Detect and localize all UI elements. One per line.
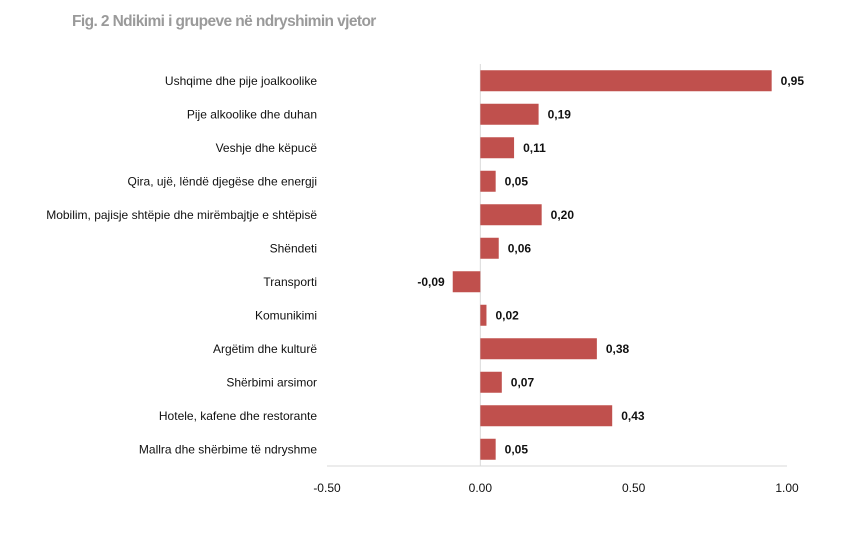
value-labels: 0,95 0,19 0,11 0,05 0,20 0,06 -0,09 0,02 0,38 0,0… — [417, 74, 804, 457]
category-labels: Ushqime dhe pije joalkoolike Pije alkooli… — [46, 74, 317, 457]
data-label: 0,38 — [606, 342, 630, 356]
data-label: 0,06 — [508, 241, 532, 255]
data-label: 0,05 — [505, 174, 529, 188]
x-tick-label: -0.50 — [313, 481, 341, 495]
axes — [327, 64, 787, 467]
category-label: Shërbimi arsimor — [226, 375, 317, 389]
data-label: 0,07 — [511, 375, 535, 389]
bar — [480, 304, 487, 326]
x-tick-labels: -0.50 0.00 0.50 1.00 — [313, 481, 799, 495]
bar — [480, 204, 542, 226]
bar — [480, 70, 772, 92]
data-label: -0,09 — [417, 275, 445, 289]
data-label: 0,05 — [505, 442, 529, 456]
data-label: 0,43 — [621, 409, 645, 423]
category-label: Transporti — [263, 275, 317, 289]
data-label: 0,11 — [523, 141, 546, 155]
category-label: Veshje dhe këpucë — [216, 141, 318, 155]
bar — [480, 371, 502, 393]
bar — [480, 438, 496, 460]
x-tick-label: 0.50 — [622, 481, 646, 495]
category-label: Pije alkoolike dhe duhan — [187, 107, 317, 121]
category-label: Ushqime dhe pije joalkoolike — [165, 74, 317, 88]
category-label: Argëtim dhe kulturë — [213, 342, 317, 356]
bar — [452, 271, 481, 293]
x-tick-label: 0.00 — [469, 481, 493, 495]
data-label: 0,20 — [551, 208, 575, 222]
bar — [480, 137, 515, 159]
chart-title: Fig. 2 Ndikimi i grupeve në ndryshimin v… — [72, 13, 376, 30]
category-label: Mobilim, pajisje shtëpie dhe mirëmbajtje… — [46, 208, 317, 222]
bar — [480, 338, 597, 360]
bar — [480, 103, 539, 125]
data-label: 0,19 — [548, 107, 572, 121]
category-label: Qira, ujë, lëndë djegëse dhe energji — [128, 174, 317, 188]
bars — [452, 70, 772, 460]
data-label: 0,02 — [495, 308, 519, 322]
category-label: Shëndeti — [270, 241, 317, 255]
bar — [480, 170, 496, 192]
bar — [480, 405, 613, 427]
category-label: Komunikimi — [255, 308, 317, 322]
bar — [480, 237, 499, 259]
category-label: Mallra dhe shërbime të ndryshme — [139, 442, 317, 456]
data-label: 0,95 — [781, 74, 805, 88]
x-tick-label: 1.00 — [775, 481, 799, 495]
category-label: Hotele, kafene dhe restorante — [159, 409, 317, 423]
